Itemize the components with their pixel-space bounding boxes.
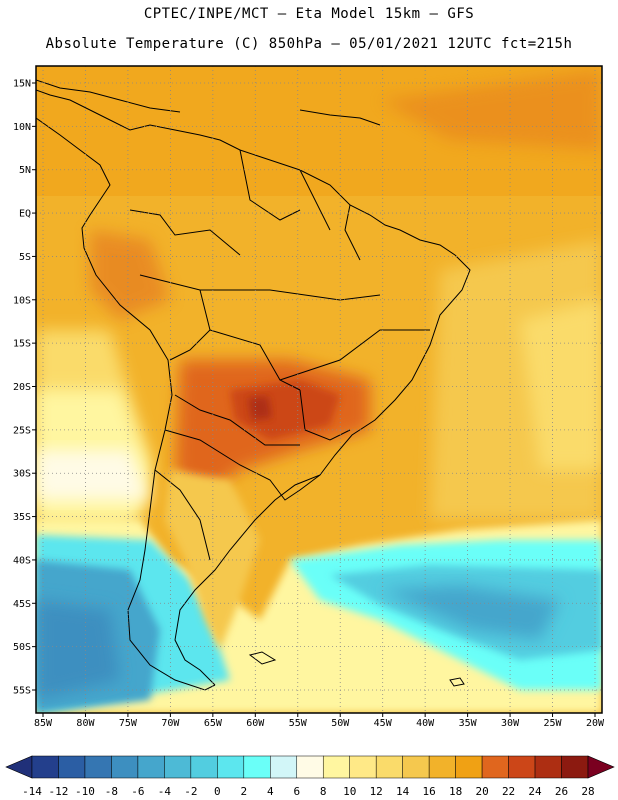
lat-tick-label: 50S	[13, 642, 31, 653]
colorbar-swatch	[428, 755, 456, 779]
colorbar-label: 10	[343, 785, 356, 798]
temperature-field	[36, 66, 602, 713]
lon-tick-label: 35W	[459, 718, 478, 729]
colorbar-label: -12	[49, 785, 69, 798]
colorbar-label: 20	[475, 785, 488, 798]
colorbar: -14 -12 -10 -8 -6 -4 -2 0 2 4 6 8 10 12 14 16 18 20 22 24 26…	[5, 755, 615, 798]
colorbar-swatch	[270, 755, 298, 779]
lat-tick-label: EQ	[19, 209, 31, 220]
lat-tick-label: 20S	[13, 382, 31, 393]
lat-tick-label: 30S	[13, 469, 31, 480]
colorbar-swatch	[534, 755, 562, 779]
colorbar-swatch	[561, 755, 589, 779]
colorbar-swatch	[296, 755, 324, 779]
colorbar-label: 4	[267, 785, 274, 798]
colorbar-label: 26	[555, 785, 568, 798]
lat-tick-label: 35S	[13, 512, 31, 523]
lat-tick-label: 5S	[19, 252, 31, 263]
colorbar-swatch	[402, 755, 430, 779]
colorbar-swatch	[322, 755, 350, 779]
colorbar-label: -10	[75, 785, 95, 798]
colorbar-swatch	[455, 755, 483, 779]
colorbar-label: 14	[396, 785, 410, 798]
lon-tick-label: 80W	[76, 718, 95, 729]
colorbar-swatch	[84, 755, 112, 779]
lat-tick-label: 15N	[13, 79, 31, 90]
lon-tick-label: 85W	[34, 718, 53, 729]
colorbar-label: -4	[158, 785, 172, 798]
lat-tick-label: 10S	[13, 295, 31, 306]
colorbar-label: 6	[293, 785, 300, 798]
colorbar-label: 0	[214, 785, 221, 798]
colorbar-label: 22	[502, 785, 515, 798]
lon-tick-label: 50W	[331, 718, 350, 729]
colorbar-label: 8	[320, 785, 327, 798]
lon-tick-label: 75W	[119, 718, 138, 729]
colorbar-swatch	[58, 755, 86, 779]
colorbar-label: 18	[449, 785, 462, 798]
lon-tick-label: 65W	[204, 718, 223, 729]
lon-tick-label: 45W	[374, 718, 393, 729]
lon-tick-label: 70W	[161, 718, 180, 729]
title-line-1: CPTEC/INPE/MCT – Eta Model 15km – GFS	[143, 6, 475, 22]
map-frame	[35, 65, 603, 714]
colorbar-swatch	[190, 755, 218, 779]
lat-tick-label: 15S	[13, 339, 31, 350]
lon-tick-label: 20W	[586, 718, 605, 729]
lon-tick-label: 55W	[289, 718, 308, 729]
colorbar-over-arrow	[587, 755, 615, 779]
lon-tick-label: 60W	[246, 718, 265, 729]
lon-tick-label: 25W	[544, 718, 563, 729]
colorbar-label: -6	[131, 785, 144, 798]
colorbar-swatch	[375, 755, 403, 779]
coastlines	[36, 79, 471, 691]
colorbar-under-arrow	[5, 755, 33, 779]
colorbar-label: 24	[528, 785, 542, 798]
colorbar-swatch	[31, 755, 59, 779]
lat-tick-label: 45S	[13, 599, 31, 610]
colorbar-swatch	[349, 755, 377, 779]
colorbar-swatch	[243, 755, 271, 779]
colorbar-swatch	[481, 755, 509, 779]
colorbar-swatch	[137, 755, 165, 779]
colorbar-label: -8	[105, 785, 118, 798]
colorbar-label: -14	[22, 785, 42, 798]
lon-tick-label: 40W	[416, 718, 435, 729]
lat-tick-label: 10N	[13, 122, 31, 133]
colorbar-swatch	[111, 755, 139, 779]
colorbar-label: 16	[423, 785, 436, 798]
lat-tick-label: 55S	[13, 686, 31, 697]
colorbar-label: 2	[240, 785, 247, 798]
lat-tick-label: 40S	[13, 555, 31, 566]
colorbar-label: 12	[370, 785, 383, 798]
title-line-2: Absolute Temperature (C) 850hPa – 05/01/…	[45, 36, 573, 52]
colorbar-label: 28	[581, 785, 594, 798]
colorbar-swatch	[217, 755, 245, 779]
lat-tick-label: 25S	[13, 425, 31, 436]
lat-tick-label: 5N	[19, 165, 31, 176]
colorbar-swatch	[508, 755, 536, 779]
colorbar-label: -2	[184, 785, 197, 798]
lon-tick-label: 30W	[501, 718, 520, 729]
colorbar-swatch	[164, 755, 192, 779]
longitude-labels: 85W 80W 75W 70W 65W 60W 55W 50W 45W 40W 35W 30W 25W 2…	[34, 713, 605, 729]
latitude-labels: 15N 10N 5N EQ 5S 10S 15S 20S 25S 30S 35S 40S 45S 50S 5…	[13, 79, 36, 697]
